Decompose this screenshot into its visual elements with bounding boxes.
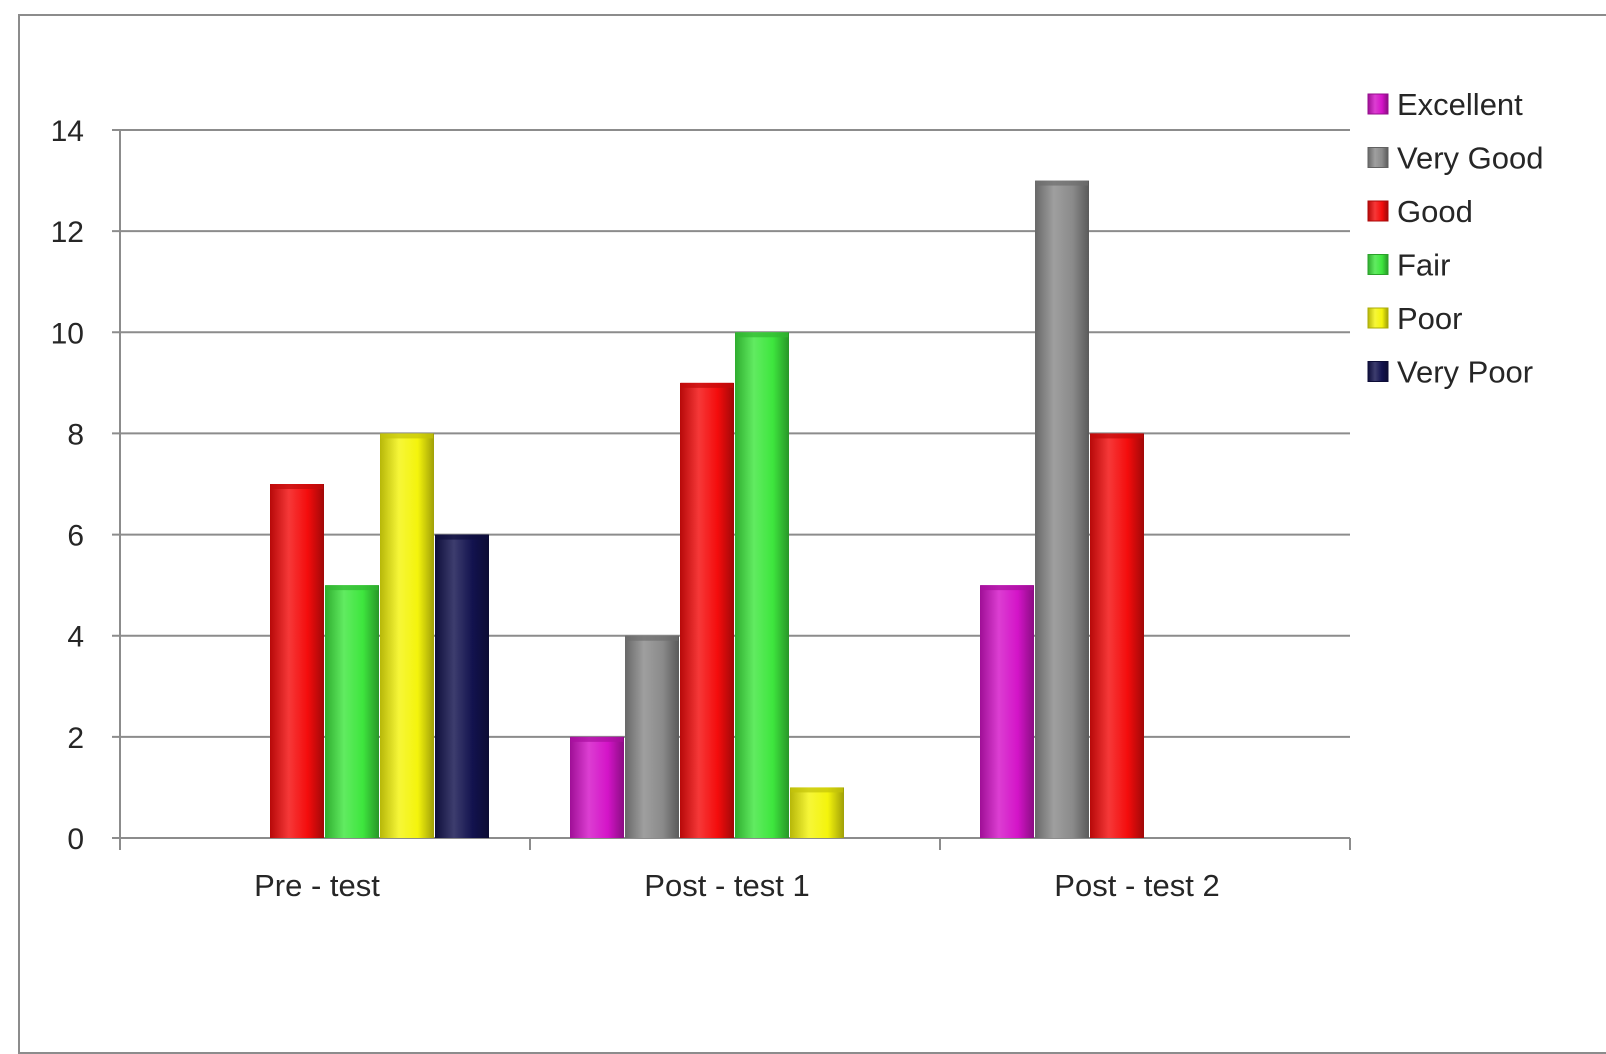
bar-top-highlight [571, 736, 623, 742]
y-tick-label: 4 [67, 621, 84, 654]
bar-excellent [570, 736, 624, 838]
y-tick-label: 8 [67, 418, 84, 451]
legend-swatch [1367, 200, 1389, 222]
legend-label: Poor [1397, 301, 1462, 336]
bar-top-highlight [736, 332, 788, 338]
bar-top-highlight [1036, 180, 1088, 186]
bar-very-good [1035, 180, 1089, 839]
legend-swatch [1367, 147, 1389, 168]
bar-excellent [980, 585, 1034, 838]
y-tick-label: 0 [67, 823, 84, 856]
bar-top-highlight [436, 534, 488, 540]
legend-swatch [1367, 307, 1389, 329]
bar-fair [735, 332, 789, 838]
bar-very-good [625, 635, 679, 838]
category-label: Post - test 1 [644, 868, 809, 903]
bar-top-highlight [681, 382, 733, 388]
bar-top-highlight [626, 635, 678, 641]
y-tick-labels: 0 2 4 6 8 10 12 14 [51, 115, 84, 856]
legend-label: Very Poor [1397, 355, 1533, 390]
y-tick-label: 10 [51, 317, 84, 350]
legend-swatch [1367, 361, 1389, 382]
bar-very-poor [435, 534, 489, 838]
legend: Excellent Very Good Good Fair Poor Very Poor [1367, 87, 1543, 390]
legend-swatch [1367, 254, 1389, 275]
y-tick-label: 6 [67, 520, 84, 553]
legend-label: Very Good [1397, 141, 1543, 176]
bar-top-highlight [1091, 433, 1143, 439]
bar-top-highlight [326, 585, 378, 591]
bar-top-highlight [791, 787, 843, 793]
bar-good [680, 382, 734, 838]
y-tick-label: 12 [51, 216, 84, 249]
bar-good [1090, 433, 1144, 838]
legend-label: Good [1397, 194, 1473, 229]
category-label: Post - test 2 [1054, 868, 1219, 903]
bar-top-highlight [271, 484, 323, 489]
legend-label: Excellent [1397, 87, 1523, 122]
y-tick-label: 14 [51, 115, 84, 148]
y-tick-label: 2 [67, 722, 84, 755]
legend-swatch [1367, 93, 1389, 115]
bar-top-highlight [981, 585, 1033, 591]
bar-top-highlight [381, 433, 433, 439]
bar-fair [325, 585, 379, 838]
bar-poor [790, 787, 844, 838]
category-label: Pre - test [254, 868, 380, 903]
bars [270, 180, 1144, 839]
legend-label: Fair [1397, 248, 1450, 283]
category-labels: Pre - test Post - test 1 Post - test 2 [254, 868, 1220, 903]
bar-good [270, 484, 324, 838]
bar-poor [380, 433, 434, 838]
